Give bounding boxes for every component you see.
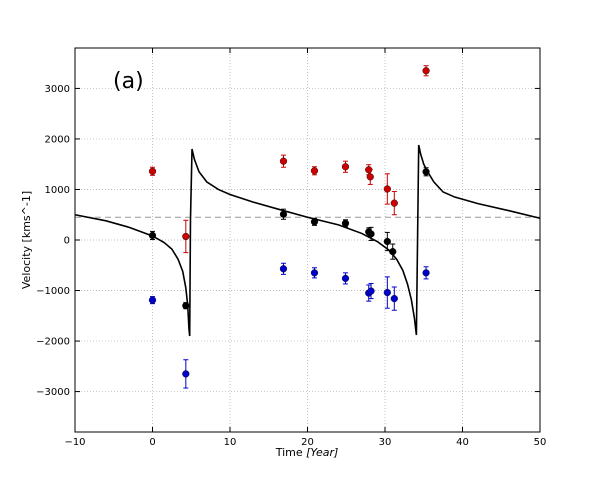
point-red (182, 232, 190, 241)
point-black (341, 219, 350, 227)
x-tick-label: −10 (64, 437, 85, 448)
model-curve (74, 144, 541, 337)
x-axis-label-main: Time (275, 446, 306, 459)
data-points (148, 65, 430, 389)
y-tick-label: −1000 (36, 286, 70, 297)
y-tick-label: 0 (64, 236, 70, 247)
series-black (148, 167, 430, 310)
point-blue (390, 295, 398, 303)
x-tick-label: 10 (224, 437, 237, 448)
point-blue (148, 296, 157, 304)
y-tick-label: 1000 (45, 185, 70, 196)
point-red (390, 199, 398, 207)
point-red (279, 157, 288, 165)
point-red (310, 167, 319, 175)
y-tick-label: 2000 (45, 134, 70, 145)
point-red (365, 166, 373, 174)
x-tick-label: 30 (379, 437, 392, 448)
y-tick-label: −2000 (36, 337, 70, 348)
point-blue (182, 370, 190, 378)
point-black (148, 231, 157, 240)
point-black (279, 210, 288, 218)
x-axis-label-unit: [Year] (306, 446, 338, 459)
point-black (422, 168, 430, 176)
series-blue (148, 262, 430, 389)
point-black (389, 248, 397, 256)
point-blue (367, 287, 375, 295)
x-tick-label: 50 (534, 437, 547, 448)
point-black (383, 237, 391, 246)
panel-label: (a) (113, 69, 144, 94)
axis-ticks: −10 0 10 20 30 40 50 −3000 −2000 −1000 0 1000 2000 30… (36, 48, 546, 448)
point-blue (422, 269, 430, 277)
point-black (310, 218, 319, 226)
point-red (341, 163, 350, 171)
x-tick-label: 0 (149, 437, 155, 448)
x-axis-label: Time [Year] (275, 446, 339, 459)
y-axis-label: Velocity [kms^-1] (20, 191, 33, 289)
point-red (383, 185, 391, 193)
point-red (148, 167, 157, 175)
point-blue (279, 265, 288, 273)
point-black (182, 302, 190, 310)
point-blue (341, 274, 350, 283)
x-tick-label: 40 (456, 437, 469, 448)
point-red (422, 67, 430, 75)
series-red (148, 65, 430, 254)
point-blue (310, 269, 319, 277)
point-red (366, 173, 374, 181)
point-black (367, 230, 375, 238)
point-blue (383, 288, 391, 297)
x-tick-label: 20 (301, 437, 314, 448)
y-tick-label: −3000 (36, 387, 70, 398)
y-tick-label: 3000 (45, 84, 70, 95)
